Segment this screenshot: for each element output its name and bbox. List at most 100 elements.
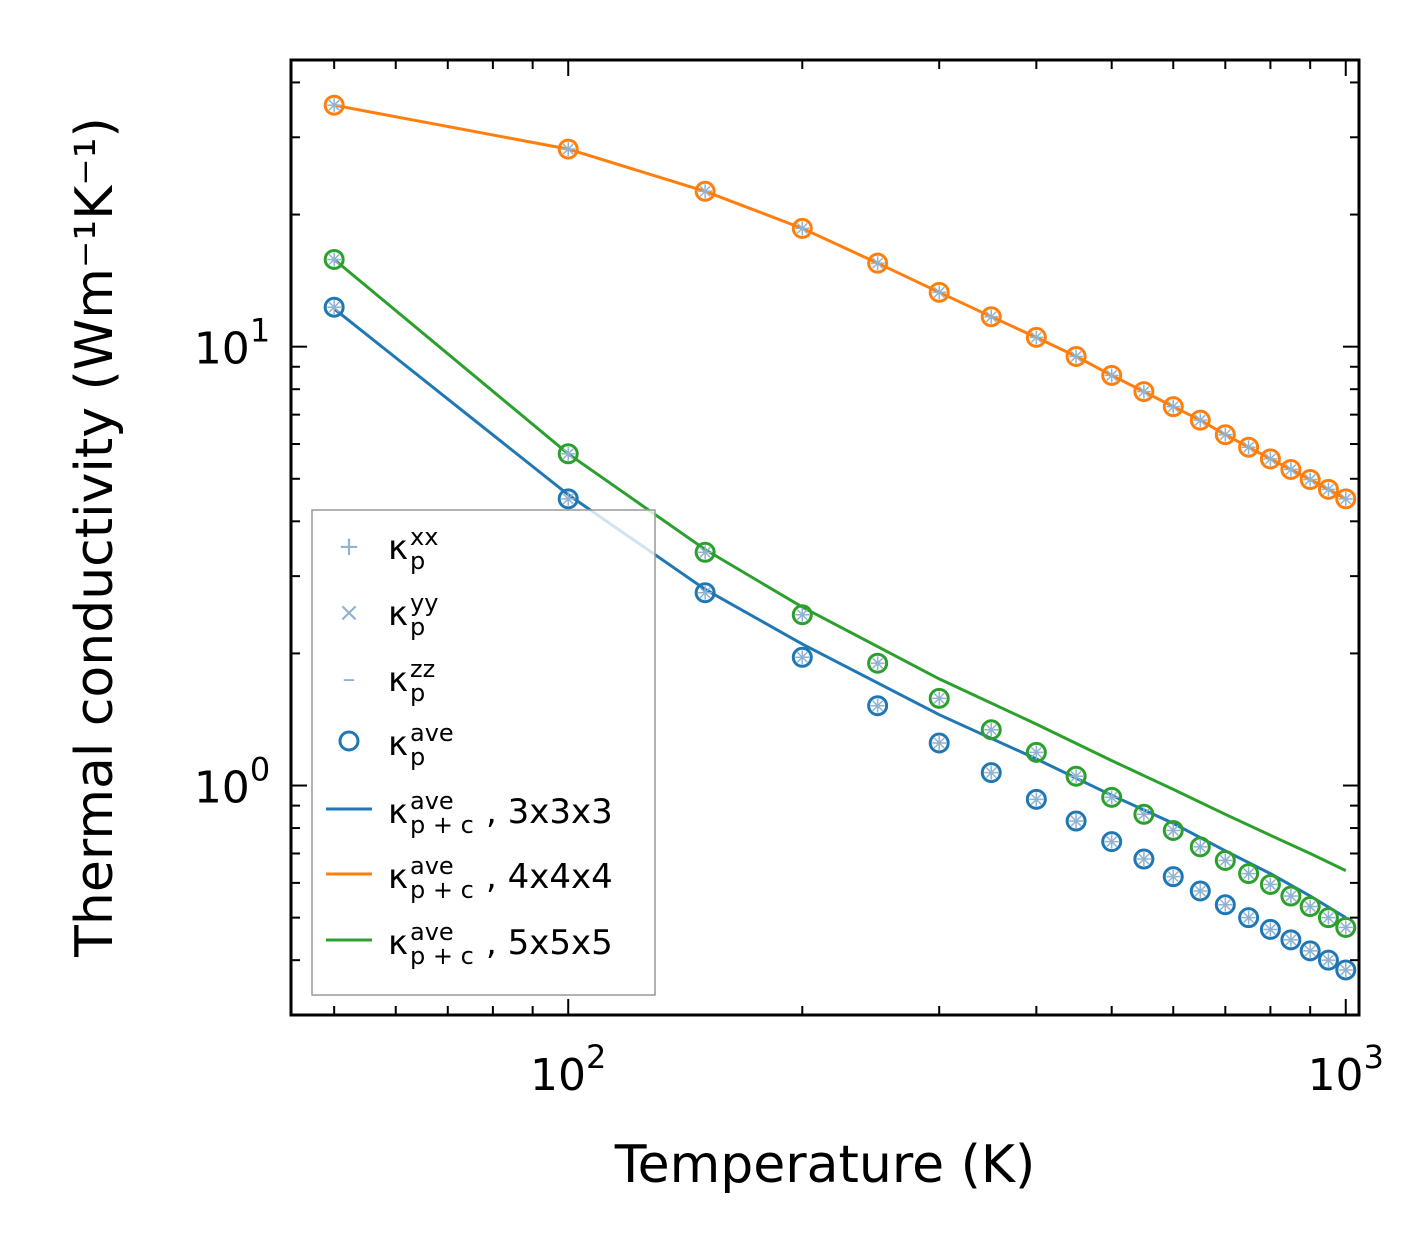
data-point-3x3x3 bbox=[791, 646, 813, 668]
data-point-4x4x4 bbox=[1189, 409, 1211, 431]
legend-suffix: , 4x4x4 bbox=[486, 857, 613, 897]
data-point-4x4x4 bbox=[1025, 326, 1047, 348]
y-tick-label: 101 bbox=[194, 312, 270, 375]
data-point-3x3x3 bbox=[1299, 940, 1321, 962]
y-tick-label: 100 bbox=[194, 751, 270, 814]
legend-suffix: , 5x5x5 bbox=[486, 923, 613, 963]
plot-frame bbox=[289, 58, 1361, 1017]
data-point-3x3x3 bbox=[980, 762, 1002, 784]
data-point-4x4x4 bbox=[1299, 469, 1321, 491]
legend-frame bbox=[311, 509, 656, 996]
data-point-4x4x4 bbox=[1280, 458, 1302, 480]
legend-sup: xx bbox=[410, 523, 438, 551]
data-point-4x4x4 bbox=[1317, 478, 1339, 500]
x-tick-exp: 2 bbox=[586, 1038, 606, 1076]
legend-sub: p bbox=[410, 547, 425, 575]
data-point-3x3x3 bbox=[694, 582, 716, 604]
series-line-5x5x5 bbox=[333, 258, 1347, 872]
legend-label: κ bbox=[388, 594, 408, 634]
data-point-5x5x5 bbox=[1280, 885, 1302, 907]
data-point-4x4x4 bbox=[694, 180, 716, 202]
legend-label: κ bbox=[388, 792, 408, 832]
data-point-3x3x3 bbox=[1259, 918, 1281, 940]
data-point-4x4x4 bbox=[557, 138, 579, 160]
data-point-5x5x5 bbox=[980, 719, 1002, 741]
data-point-3x3x3 bbox=[1065, 810, 1087, 832]
legend-sub: p + c bbox=[410, 876, 474, 904]
data-point-4x4x4 bbox=[1335, 488, 1357, 510]
data-point-5x5x5 bbox=[1025, 741, 1047, 763]
data-point-4x4x4 bbox=[323, 94, 345, 116]
legend-sup: ave bbox=[410, 852, 454, 880]
data-point-5x5x5 bbox=[1335, 916, 1357, 938]
legend-sup: zz bbox=[410, 655, 435, 683]
legend-sup: ave bbox=[410, 787, 454, 815]
data-point-5x5x5 bbox=[1299, 896, 1321, 918]
data-point-5x5x5 bbox=[1238, 863, 1260, 885]
legend-sup: ave bbox=[410, 918, 454, 946]
x-tick-base: 10 bbox=[1308, 1050, 1364, 1101]
x-tick-base: 10 bbox=[530, 1050, 586, 1101]
data-point-5x5x5 bbox=[1133, 803, 1155, 825]
data-point-4x4x4 bbox=[867, 252, 889, 274]
data-point-5x5x5 bbox=[694, 541, 716, 563]
data-point-3x3x3 bbox=[1025, 788, 1047, 810]
data-point-4x4x4 bbox=[1065, 345, 1087, 367]
legend-label: κ bbox=[388, 857, 408, 897]
data-point-5x5x5 bbox=[1189, 836, 1211, 858]
data-point-5x5x5 bbox=[1162, 819, 1184, 841]
data-point-5x5x5 bbox=[928, 687, 950, 709]
data-point-3x3x3 bbox=[323, 296, 345, 318]
legend-glyph-marker: × bbox=[338, 598, 360, 628]
data-point-3x3x3 bbox=[1101, 831, 1123, 853]
legend-label: κ bbox=[388, 660, 408, 700]
y-tick-base: 10 bbox=[194, 324, 250, 375]
data-point-3x3x3 bbox=[1133, 848, 1155, 870]
data-point-3x3x3 bbox=[1162, 866, 1184, 888]
legend-entry: – κ zzp bbox=[343, 655, 436, 707]
x-tick-label: 103 bbox=[1308, 1038, 1384, 1101]
data-point-3x3x3 bbox=[557, 488, 579, 510]
y-tick-exp: 0 bbox=[250, 751, 270, 789]
legend-glyph-marker: + bbox=[338, 532, 360, 562]
data-point-5x5x5 bbox=[1259, 873, 1281, 895]
data-point-5x5x5 bbox=[557, 443, 579, 465]
legend-glyph-marker: – bbox=[343, 664, 356, 694]
legend-sub: p bbox=[410, 613, 425, 641]
data-point-5x5x5 bbox=[323, 248, 345, 270]
data-point-4x4x4 bbox=[1259, 448, 1281, 470]
data-point-3x3x3 bbox=[867, 695, 889, 717]
series-line-4x4x4 bbox=[333, 103, 1347, 501]
data-point-4x4x4 bbox=[1214, 424, 1236, 446]
data-point-4x4x4 bbox=[1101, 364, 1123, 386]
legend-sub: p + c bbox=[410, 811, 474, 839]
legend-suffix: , 3x3x3 bbox=[486, 792, 613, 832]
data-point-5x5x5 bbox=[791, 604, 813, 626]
data-point-5x5x5 bbox=[1101, 786, 1123, 808]
data-point-5x5x5 bbox=[1065, 765, 1087, 787]
legend-sup: yy bbox=[410, 589, 438, 617]
y-tick-base: 10 bbox=[194, 763, 250, 814]
data-point-3x3x3 bbox=[1214, 894, 1236, 916]
data-point-4x4x4 bbox=[928, 281, 950, 303]
data-point-3x3x3 bbox=[1335, 959, 1357, 981]
legend-sup: ave bbox=[410, 719, 454, 747]
data-point-4x4x4 bbox=[791, 217, 813, 239]
data-point-3x3x3 bbox=[1280, 929, 1302, 951]
data-point-4x4x4 bbox=[1238, 436, 1260, 458]
data-point-4x4x4 bbox=[1162, 396, 1184, 418]
legend-label: κ bbox=[388, 528, 408, 568]
legend-circle-marker bbox=[338, 730, 360, 752]
x-tick-label: 102 bbox=[530, 1038, 606, 1101]
data-point-4x4x4 bbox=[980, 306, 1002, 328]
y-tick-exp: 1 bbox=[250, 312, 270, 350]
legend-entry: + κ xxp bbox=[338, 523, 438, 575]
data-point-5x5x5 bbox=[1317, 907, 1339, 929]
